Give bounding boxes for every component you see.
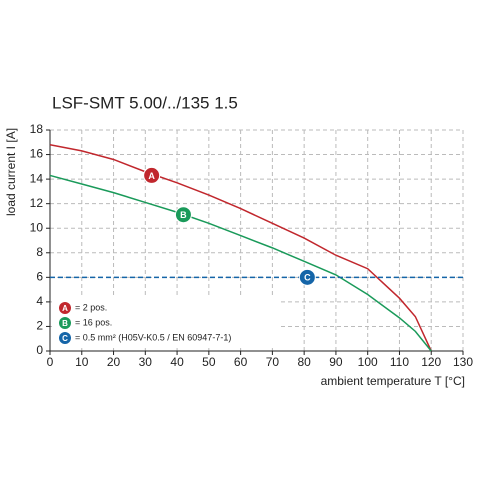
legend-marker-label: C: [62, 334, 68, 343]
x-tick-label: 60: [234, 355, 248, 369]
legend-box: [52, 296, 280, 348]
x-tick-label: 40: [170, 355, 184, 369]
y-axis-label: load current I [A]: [4, 128, 18, 216]
curve-marker-label: A: [148, 171, 155, 181]
x-tick-label: 130: [453, 355, 473, 369]
x-tick-label: 80: [297, 355, 311, 369]
x-tick-label: 110: [390, 355, 409, 369]
y-tick-label: 10: [30, 220, 44, 234]
legend-marker-label: B: [62, 319, 68, 328]
y-tick-label: 14: [30, 171, 44, 185]
x-tick-label: 70: [266, 355, 280, 369]
y-tick-label: 12: [30, 196, 44, 210]
legend-marker: [59, 317, 71, 329]
legend-label: = 16 pos.: [75, 317, 112, 327]
legend-marker: [59, 302, 71, 314]
y-tick-label: 2: [36, 319, 43, 333]
y-tick-label: 8: [36, 245, 43, 259]
legend-marker: [59, 332, 71, 344]
x-tick-label: 20: [107, 355, 121, 369]
legend-label: = 0.5 mm² (H05V-K0.5 / EN 60947-7-1): [75, 332, 231, 342]
series-line: [49, 174, 432, 352]
x-tick-label: 30: [139, 355, 153, 369]
x-tick-label: 50: [202, 355, 216, 369]
y-tick-label: 16: [30, 147, 44, 161]
curve-marker-label: C: [304, 273, 311, 283]
x-tick-label: 100: [358, 355, 378, 369]
x-tick-label: 0: [47, 355, 54, 369]
y-tick-label: 18: [30, 122, 44, 136]
legend-marker-label: A: [62, 304, 68, 313]
series-line: [49, 143, 432, 352]
x-tick-label: 10: [75, 355, 89, 369]
x-axis-label: ambient temperature T [°C]: [321, 374, 465, 388]
y-tick-label: 0: [36, 343, 43, 357]
y-tick-label: 4: [36, 294, 43, 308]
chart-title: LSF-SMT 5.00/../135 1.5: [52, 93, 238, 112]
curve-marker: [143, 166, 161, 184]
curve-marker-label: B: [180, 210, 187, 220]
curve-marker: [174, 206, 192, 224]
curve-marker: [298, 268, 316, 286]
x-tick-label: 90: [329, 355, 343, 369]
legend-label: = 2 pos.: [75, 302, 107, 312]
x-tick-label: 120: [421, 355, 441, 369]
y-tick-label: 6: [36, 270, 43, 284]
